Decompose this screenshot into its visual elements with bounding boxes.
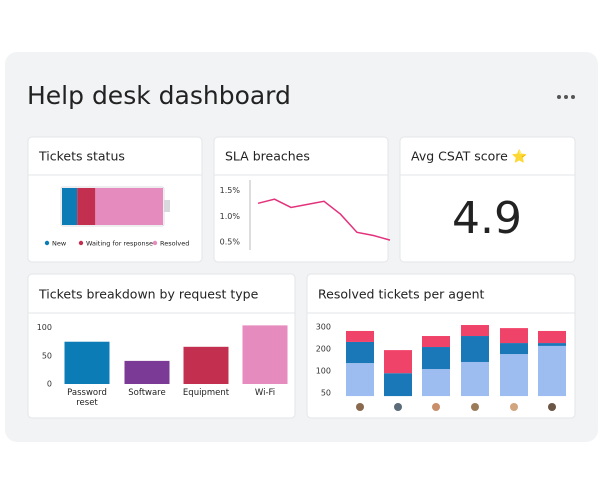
card-title: Resolved tickets per agent <box>318 287 485 302</box>
bar-segment <box>384 373 412 397</box>
card-title: Tickets status <box>38 149 125 164</box>
x-tick-label: Software <box>128 388 166 398</box>
y-tick-label: 0.5% <box>220 238 241 247</box>
y-tick-label: 0 <box>47 380 52 389</box>
csat-value: 4.9 <box>452 193 522 244</box>
bar-segment <box>538 345 566 397</box>
y-tick-label: 1.0% <box>220 212 241 221</box>
more-menu[interactable] <box>557 95 575 99</box>
bar-segment <box>346 341 374 364</box>
legend-label: Resolved <box>160 240 189 248</box>
bar-segment <box>346 330 374 342</box>
y-tick-label: 1.5% <box>220 186 241 195</box>
bar-segment <box>461 361 489 397</box>
bar <box>183 346 229 384</box>
legend-label: New <box>52 240 67 248</box>
x-tick-label: Password reset <box>67 388 107 408</box>
menu-dot <box>557 95 561 99</box>
bar-segment <box>422 369 450 397</box>
y-tick-label: 100 <box>316 367 331 376</box>
x-tick-label-box: Equipment <box>182 388 230 398</box>
battery-tip <box>164 200 170 212</box>
bar-segment <box>422 347 450 370</box>
y-tick-label: 50 <box>321 389 331 398</box>
agent-avatar <box>356 403 364 411</box>
legend-label: Waiting for response <box>86 240 153 248</box>
menu-dot <box>571 95 575 99</box>
card <box>399 136 576 263</box>
bar-segment <box>500 343 528 355</box>
x-tick-label: Wi-Fi <box>254 388 276 398</box>
legend-swatch <box>44 240 50 246</box>
bar-segment <box>461 325 489 337</box>
y-tick-label: 200 <box>316 345 331 354</box>
agent-avatar <box>471 403 479 411</box>
x-tick-label-box: Password reset <box>67 388 107 408</box>
card <box>213 136 389 263</box>
agent-avatar <box>432 403 440 411</box>
bar-segment <box>384 350 412 374</box>
dashboard-title: Help desk dashboard <box>27 81 291 110</box>
card-title: Tickets breakdown by request type <box>38 287 259 302</box>
card-title: SLA breaches <box>225 149 310 164</box>
legend-swatch <box>152 240 158 246</box>
status-segment <box>62 188 78 225</box>
x-tick-label: Equipment <box>182 388 230 398</box>
sla-line <box>257 198 391 241</box>
legend-swatch <box>78 240 84 246</box>
bar-segment <box>461 336 489 362</box>
x-tick-label-box: Wi-Fi <box>254 388 276 398</box>
bar-segment <box>500 354 528 397</box>
agent-avatar <box>394 403 402 411</box>
bar-segment <box>346 363 374 397</box>
bar-segment <box>538 343 566 346</box>
bar <box>242 325 288 384</box>
agent-avatar <box>510 403 518 411</box>
y-tick-label: 300 <box>316 323 331 332</box>
y-tick-label: 50 <box>42 351 52 360</box>
card-title: Avg CSAT score ⭐ <box>411 149 527 164</box>
bar <box>64 341 110 384</box>
bar <box>124 360 170 384</box>
y-tick-label: 100 <box>37 323 52 332</box>
x-tick-label-box: Software <box>128 388 166 398</box>
agent-avatar <box>548 403 556 411</box>
bar-segment <box>500 328 528 344</box>
bar-segment <box>422 336 450 348</box>
status-segment <box>95 188 163 225</box>
bar-segment <box>538 330 566 344</box>
status-segment <box>77 188 96 225</box>
menu-dot <box>564 95 568 99</box>
